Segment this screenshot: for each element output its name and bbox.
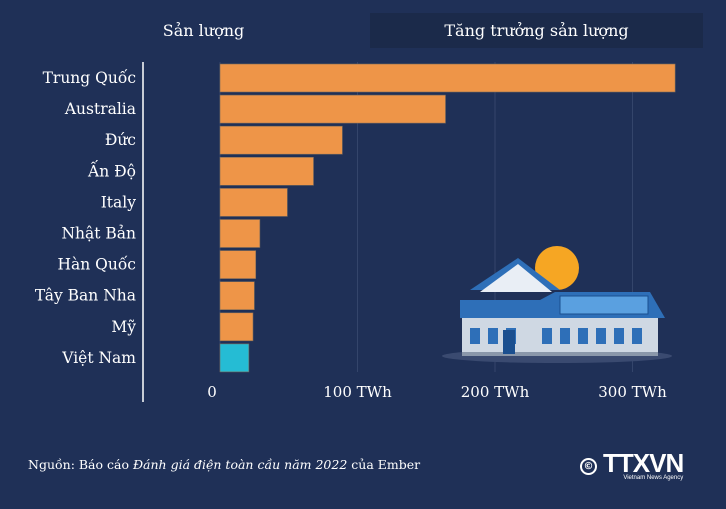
x-tick-label: 100 TWh [323,383,392,401]
bar[interactable] [219,157,314,186]
category-label: Tây Ban Nha [35,287,136,305]
bar-chart: Trung Quốc Australia Đức Ấn Độ Italy Nhật Bản… [35,62,676,402]
category-label: Australia [64,100,136,118]
logo-subtitle: Vietnam News Agency [623,475,684,481]
window [488,328,498,344]
category-label: Nhật Bản [61,225,136,243]
copyright-icon: © [580,457,597,475]
category-label: Mỹ [111,318,136,336]
bar[interactable] [219,281,255,311]
window [560,328,570,344]
tab-bar: Sản lượng Tăng trưởng sản lượng [37,13,703,48]
window [632,328,642,344]
x-tick-label: 0 [207,383,217,401]
bar[interactable] [219,250,257,279]
source-suffix: của Ember [347,457,421,472]
bar[interactable] [219,125,343,155]
bar[interactable] [219,343,250,373]
logo-name: TTXVN [603,448,684,478]
window [542,328,552,344]
category-label: Trung Quốc [43,69,136,87]
source-prefix: Nguồn: Báo cáo [28,457,133,472]
bar[interactable] [219,312,254,342]
ttxvn-logo: © TTXVN Vietnam News Agency [580,448,684,481]
source-note: Nguồn: Báo cáo Đánh giá điện toàn cầu nă… [28,457,420,472]
bar[interactable] [219,63,676,93]
category-label: Việt Nam [61,349,136,367]
source-title: Đánh giá điện toàn cầu năm 2022 [132,457,348,472]
bar[interactable] [219,94,446,124]
category-label: Đức [105,131,136,149]
x-tick-label: 200 TWh [461,383,530,401]
window [534,300,543,314]
window [596,328,606,344]
category-label: Hàn Quốc [57,256,136,274]
window [502,300,511,314]
bar[interactable] [219,188,288,217]
window [470,328,480,344]
bar[interactable] [219,219,261,248]
category-label: Ấn Độ [87,160,136,180]
category-label: Italy [101,193,137,211]
tab-san-luong[interactable]: Sản lượng [37,13,370,48]
window [578,328,588,344]
x-tick-label: 300 TWh [598,383,667,401]
house-illustration [442,246,672,363]
sun-icon [535,246,579,290]
window [614,328,624,344]
tab-tang-truong[interactable]: Tăng trưởng sản lượng [370,13,703,48]
window [486,300,495,314]
window [518,300,527,314]
